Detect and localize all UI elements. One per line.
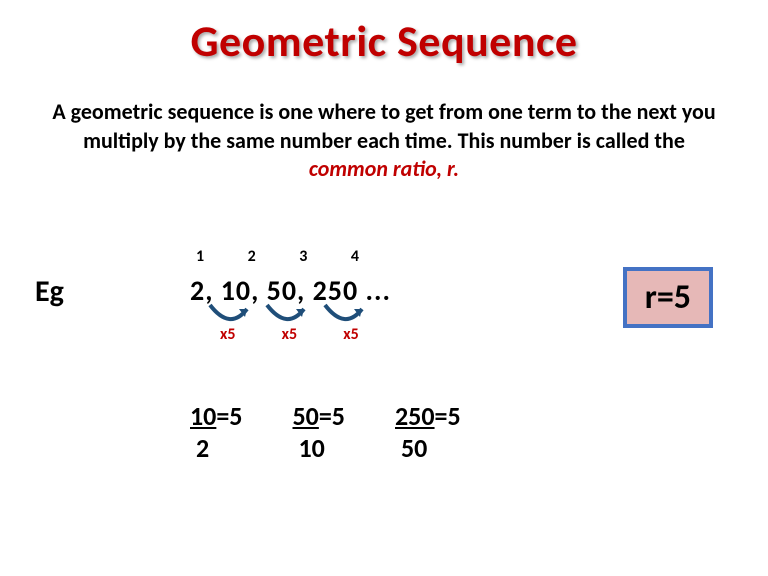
index-row: 1 2 3 4 [196, 247, 399, 266]
slide-title: Geometric Sequence [0, 0, 768, 68]
fraction-numerator: 10 [190, 400, 216, 432]
fraction-2: 50=5 10 [293, 400, 346, 464]
multiplier-row: x5 x5 x5 [220, 325, 401, 344]
multiplier-1: x5 [220, 325, 278, 344]
multiplier-3: x5 [343, 325, 401, 344]
fraction-result: =5 [319, 400, 345, 432]
multiplier-2: x5 [282, 325, 340, 344]
fraction-numerator: 50 [293, 400, 319, 432]
fraction-denominator: 50 [395, 432, 461, 464]
index-1: 1 [196, 247, 244, 266]
definition-prefix: A geometric sequence is one where to get… [52, 98, 715, 154]
fraction-3: 250=5 50 [395, 400, 461, 464]
fraction-numerator: 250 [395, 400, 435, 432]
index-4: 4 [351, 247, 399, 266]
ratio-box: r=5 [623, 267, 713, 328]
fraction-denominator: 2 [190, 432, 243, 464]
fraction-result: =5 [216, 400, 242, 432]
index-3: 3 [299, 247, 347, 266]
index-2: 2 [248, 247, 296, 266]
fraction-row: 10=5 2 50=5 10 250=5 50 [190, 400, 461, 464]
fraction-denominator: 10 [293, 432, 346, 464]
fraction-1: 10=5 2 [190, 400, 243, 464]
example-label: Eg [35, 273, 64, 310]
definition-text: A geometric sequence is one where to get… [0, 68, 768, 184]
fraction-result: =5 [435, 400, 461, 432]
definition-emphasis: common ratio, r. [309, 155, 459, 182]
